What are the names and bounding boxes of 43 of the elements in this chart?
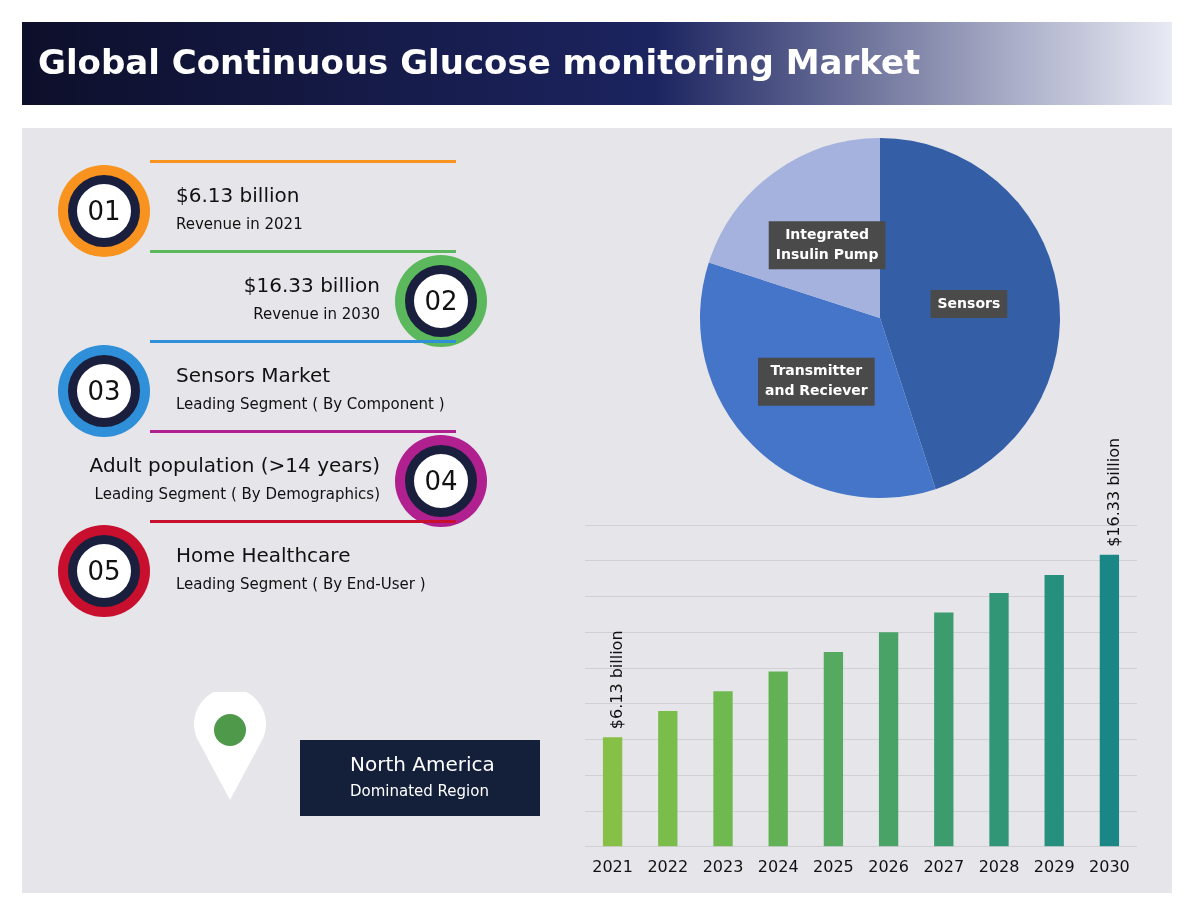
bar: [934, 612, 954, 847]
bar: [989, 592, 1009, 847]
text: Leading Segment ( By Component ): [176, 395, 445, 413]
x-tick-label: 2022: [647, 856, 689, 876]
text: Global Continuous Glucose monitoring Market: [38, 42, 921, 82]
bar: [713, 691, 733, 847]
text: Dominated Region: [350, 782, 489, 800]
text: Leading Segment ( By End-User ): [176, 575, 426, 593]
x-tick-label: 2029: [1033, 856, 1075, 876]
text: Leading Segment ( By Demographics): [94, 485, 380, 503]
x-tick-label: 2024: [757, 856, 799, 876]
bar: [658, 710, 678, 847]
text: 03: [68, 355, 140, 427]
bar: [823, 651, 844, 847]
text: 01: [68, 175, 140, 247]
text: $6.13 billion: [176, 183, 300, 207]
bar: [1044, 575, 1064, 847]
data-label: $16.33 billion: [1103, 437, 1123, 547]
slice-label: Transmitter and Reciever: [765, 362, 868, 399]
bar: [602, 737, 623, 847]
x-tick-label: 2028: [978, 856, 1020, 876]
text: 04: [405, 445, 477, 517]
text: Sensors Market: [176, 363, 331, 387]
text: North America: [350, 752, 495, 776]
x-tick-label: 2021: [592, 856, 633, 876]
text: $16.33 billion: [243, 273, 380, 297]
x-tick-label: 2025: [813, 856, 854, 876]
bar: [768, 671, 788, 847]
text: Home Healthcare: [176, 543, 351, 567]
x-tick-label: 2026: [868, 856, 909, 876]
bar: [1099, 554, 1120, 847]
text: 02: [405, 265, 477, 337]
x-tick-label: 2023: [702, 856, 744, 876]
slice-label: Integrated Insulin Pump: [775, 225, 879, 262]
x-tick-label: 2027: [923, 856, 965, 876]
bar: [878, 632, 899, 847]
slice-label: Sensors: [937, 294, 1001, 311]
text: Revenue in 2030: [253, 305, 380, 323]
data-label: $6.13 billion: [606, 630, 626, 730]
x-tick-label: 2030: [1089, 856, 1130, 876]
text: Revenue in 2021: [176, 215, 303, 233]
text: 05: [68, 535, 140, 607]
text: Adult population (>14 years): [89, 453, 380, 477]
